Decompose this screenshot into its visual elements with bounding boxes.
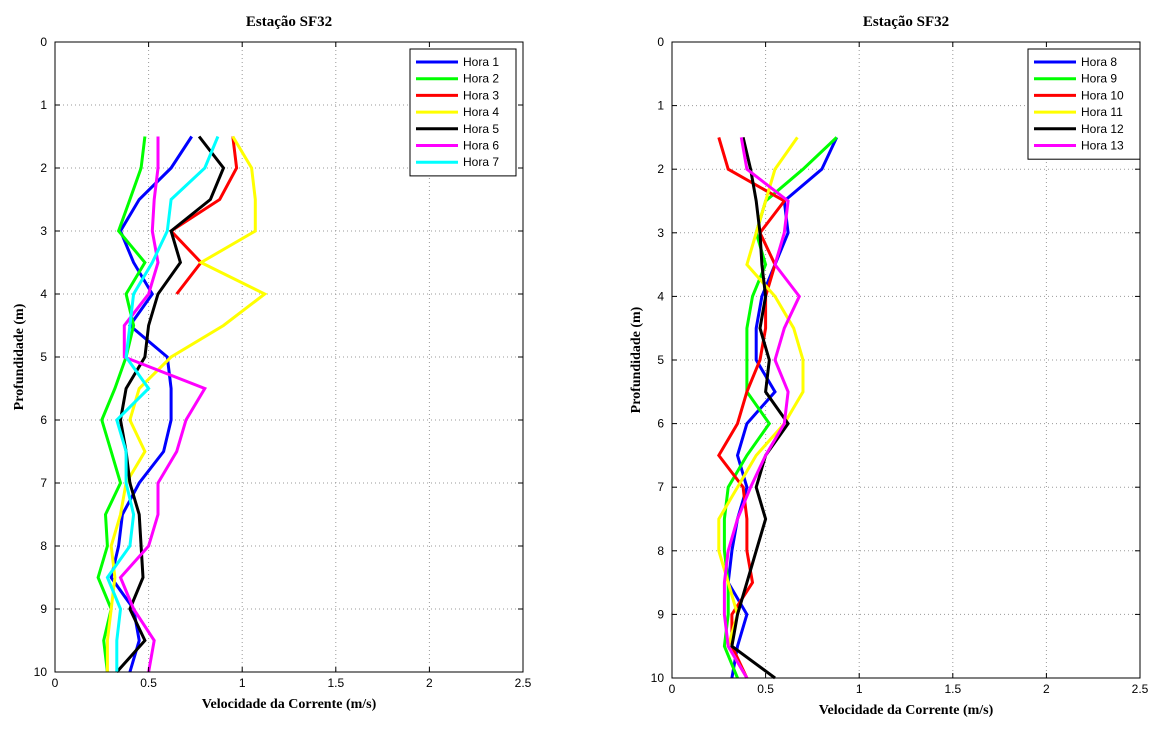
legend-label: Hora 6: [463, 139, 499, 153]
x-tick-label: 2.5: [515, 676, 532, 690]
x-axis-label: Velocidade da Corrente (m/s): [819, 703, 994, 718]
chart-title: Estação SF32: [246, 14, 332, 30]
series-line-hora-6: [118, 136, 207, 673]
legend-label: Hora 12: [1081, 122, 1124, 136]
series-line-hora-10: [716, 136, 787, 679]
y-tick-label: 0: [657, 35, 664, 49]
y-tick-label: 6: [657, 417, 664, 431]
y-tick-label: 7: [40, 476, 47, 490]
legend-label: Hora 10: [1081, 88, 1124, 102]
x-tick-label: 1.5: [327, 676, 344, 690]
series-line-hora-7: [105, 135, 220, 672]
legend-label: Hora 13: [1081, 139, 1124, 153]
y-tick-label: 0: [40, 35, 47, 49]
chart-1: 0 0.5 1 1.5 2 2.5 0 1 2 3 4 5 6 7 8 9 10 Estação SF32 Velo…: [12, 14, 532, 712]
legend-label: Hora 2: [463, 72, 499, 86]
y-tick-label: 4: [657, 289, 664, 303]
series-line-hora-3: [168, 136, 239, 295]
x-tick-label: 0: [669, 682, 676, 696]
legend-label: Hora 3: [463, 88, 499, 102]
y-tick-label: 6: [40, 413, 47, 427]
legend: Hora 1 Hora 2 Hora 3 Hora 4 Hora 5 Hora 6 Hora…: [409, 48, 517, 177]
series-line-hora-8: [726, 136, 839, 679]
x-tick-label: 2.5: [1132, 682, 1149, 696]
y-axis-label: Profundidade (m): [629, 306, 644, 413]
y-tick-label: 9: [40, 602, 47, 616]
chart-title: Estação SF32: [863, 14, 949, 30]
x-tick-label: 0.5: [140, 676, 157, 690]
x-tick-label: 2: [1043, 682, 1050, 696]
y-tick-label: 1: [40, 98, 47, 112]
y-tick-label: 5: [40, 350, 47, 364]
y-tick-label: 3: [40, 224, 47, 238]
y-tick-label: 10: [34, 665, 48, 679]
legend-label: Hora 11: [1081, 105, 1123, 119]
series-line-hora-5: [115, 135, 226, 673]
legend-label: Hora 5: [463, 122, 499, 136]
x-tick-label: 1.5: [944, 682, 961, 696]
series-line-hora-2: [96, 136, 147, 673]
series-line-hora-12: [730, 137, 790, 680]
legend-box: [1027, 48, 1141, 160]
x-tick-label: 1: [239, 676, 246, 690]
y-tick-label: 5: [657, 353, 664, 367]
x-tick-label: 0.5: [757, 682, 774, 696]
y-axis-label: Profundidade (m): [12, 303, 27, 410]
y-tick-label: 3: [657, 226, 664, 240]
y-tick-label: 2: [657, 162, 664, 176]
y-tick-label: 7: [657, 480, 664, 494]
x-tick-label: 1: [856, 682, 863, 696]
y-tick-label: 1: [657, 99, 664, 113]
series-line-hora-11: [717, 136, 805, 679]
legend: Hora 8 Hora 9 Hora 10 Hora 11 Hora 12 Hora 13: [1027, 48, 1141, 160]
y-tick-label: 8: [657, 544, 664, 558]
y-tick-label: 2: [40, 161, 47, 175]
legend-label: Hora 7: [463, 155, 499, 169]
x-tick-label: 0: [52, 676, 59, 690]
y-tick-label: 4: [40, 287, 47, 301]
legend-label: Hora 1: [463, 55, 499, 69]
legend-label: Hora 8: [1081, 55, 1117, 69]
series-line-hora-13: [722, 137, 802, 679]
legend-label: Hora 9: [1081, 72, 1117, 86]
x-tick-label: 2: [426, 676, 433, 690]
y-tick-label: 8: [40, 539, 47, 553]
y-tick-label: 9: [657, 607, 664, 621]
legend-label: Hora 4: [463, 105, 499, 119]
y-tick-label: 10: [651, 671, 665, 685]
x-axis-label: Velocidade da Corrente (m/s): [202, 697, 377, 712]
chart-2: 0 0.5 1 1.5 2 2.5 0 1 2 3 4 5 6 7 8 9 10 Estação SF32 Velo…: [629, 14, 1149, 718]
